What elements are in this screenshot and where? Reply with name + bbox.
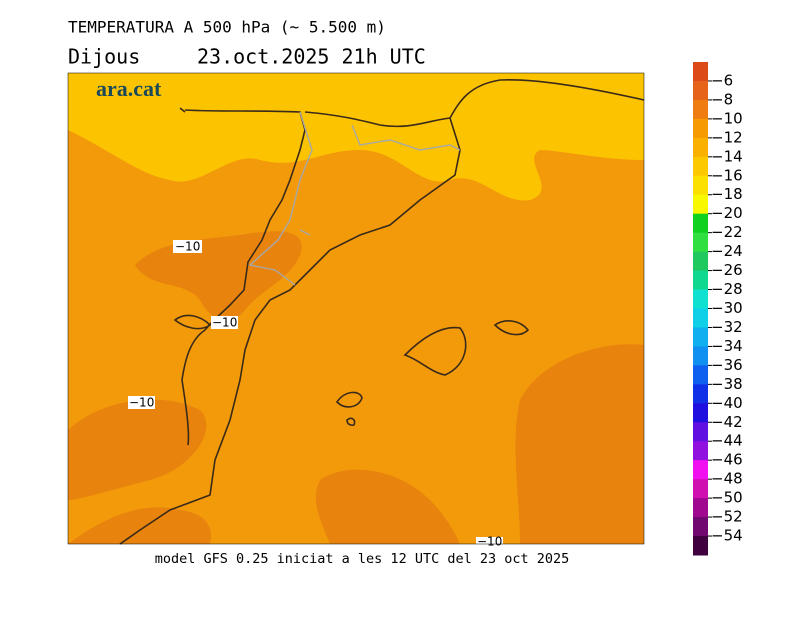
colorbar-label: −10	[711, 109, 743, 127]
colorbar-label: −30	[711, 299, 743, 317]
coastline	[304, 78, 645, 128]
colorbar-band	[693, 441, 708, 461]
coastline	[119, 117, 461, 545]
colorbar-label: −34	[711, 337, 743, 355]
colorbar-band	[693, 251, 708, 272]
colorbar-band	[693, 403, 708, 423]
title: TEMPERATURA A 500 hPa (~ 5.500 m)	[68, 18, 386, 37]
colorbar-label: −6	[711, 71, 733, 89]
field-dark	[515, 344, 644, 544]
map-frame	[67, 72, 645, 545]
colorbar-label: −52	[711, 508, 743, 526]
colorbar-label: −26	[711, 261, 743, 279]
field-dark	[68, 507, 212, 544]
colorbar-label: −46	[711, 451, 743, 469]
colorbar-band	[693, 270, 708, 291]
colorbar-band	[693, 536, 708, 556]
colorbar-band	[693, 156, 708, 177]
colorbar-band	[693, 346, 708, 366]
colorbar-label: −44	[711, 432, 743, 450]
colorbar: −6−8−10−12−14−16−18−20−22−24−26−28−30−32…	[693, 62, 743, 556]
colorbar-band	[693, 498, 708, 518]
colorbar-label: −16	[711, 166, 743, 184]
contour-label-box	[211, 316, 238, 329]
field-dark	[135, 231, 302, 321]
contour-label: −10	[175, 240, 200, 254]
colorbar-label: −8	[711, 90, 733, 108]
coastline	[179, 107, 306, 331]
coastline	[173, 314, 212, 330]
map: −10 −10 −10 −10 ara.cat	[67, 72, 645, 549]
colorbar-label: −14	[711, 147, 743, 165]
colorbar-band	[693, 365, 708, 385]
colorbar-label: −18	[711, 185, 743, 203]
colorbar-band	[693, 175, 708, 196]
date: 23.oct.2025 21h UTC	[197, 45, 426, 69]
island	[335, 391, 363, 408]
footer: model GFS 0.25 iniciat a les 12 UTC del …	[155, 551, 570, 567]
contour-label: −10	[212, 316, 237, 330]
coastline	[181, 329, 206, 446]
colorbar-label: −40	[711, 394, 743, 412]
contour-label: −10	[129, 396, 154, 410]
colorbar-label: −32	[711, 318, 743, 336]
colorbar-band	[693, 232, 708, 253]
border	[248, 111, 461, 286]
contour-label-box	[476, 537, 503, 544]
colorbar-label: −48	[711, 470, 743, 488]
colorbar-band	[693, 194, 708, 215]
colorbar-band	[693, 308, 708, 328]
colorbar-band	[693, 327, 708, 347]
colorbar-band	[693, 137, 708, 158]
colorbar-label: −22	[711, 223, 743, 241]
colorbar-band	[693, 99, 708, 120]
colorbar-label: −28	[711, 280, 743, 298]
island	[493, 320, 530, 336]
colorbar-label: −20	[711, 204, 743, 222]
field-dark	[68, 399, 207, 500]
day: Dijous	[68, 45, 140, 69]
colorbar-band	[693, 118, 708, 139]
logo: ara.cat	[96, 76, 162, 101]
colorbar-band	[693, 479, 708, 499]
island	[346, 417, 356, 426]
contour-label-box	[173, 240, 202, 253]
colorbar-band	[693, 213, 708, 234]
colorbar-label: −12	[711, 128, 743, 146]
contour-label-box	[128, 396, 155, 409]
colorbar-label: −42	[711, 413, 743, 431]
colorbar-label: −24	[711, 242, 743, 260]
colorbar-band	[693, 460, 708, 480]
colorbar-label: −36	[711, 356, 743, 374]
colorbar-band	[693, 517, 708, 537]
colorbar-label: −50	[711, 489, 743, 507]
colorbar-band	[693, 422, 708, 442]
colorbar-band	[693, 384, 708, 404]
colorbar-band	[693, 289, 708, 309]
contour-label: −10	[477, 535, 502, 549]
island	[403, 326, 467, 376]
colorbar-label: −38	[711, 375, 743, 393]
colorbar-label: −54	[711, 527, 743, 545]
field-dark	[315, 469, 460, 544]
colorbar-band	[693, 80, 708, 101]
colorbar-band	[693, 62, 708, 82]
